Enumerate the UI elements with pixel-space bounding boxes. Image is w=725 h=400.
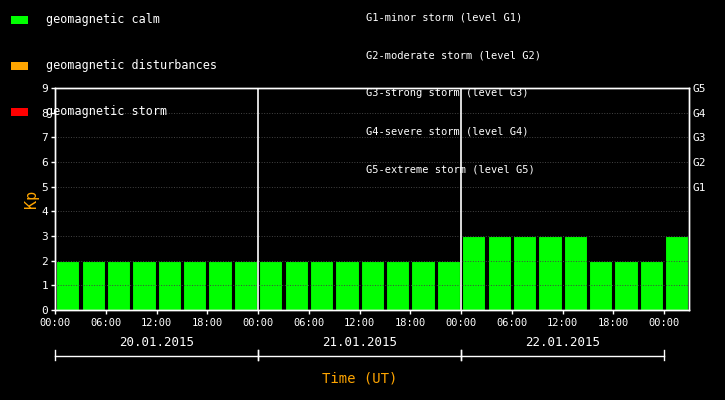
Bar xyxy=(233,261,257,310)
Y-axis label: Kp: Kp xyxy=(24,190,38,208)
Bar xyxy=(462,236,486,310)
Bar xyxy=(360,261,384,310)
Bar xyxy=(208,261,232,310)
Bar xyxy=(665,236,689,310)
Bar xyxy=(335,261,359,310)
Text: Time (UT): Time (UT) xyxy=(322,371,397,385)
Bar xyxy=(614,261,638,310)
Bar xyxy=(132,261,156,310)
Bar xyxy=(107,261,130,310)
Text: G3-strong storm (level G3): G3-strong storm (level G3) xyxy=(366,88,529,98)
Bar xyxy=(284,261,308,310)
Bar xyxy=(639,261,663,310)
Bar xyxy=(436,261,460,310)
Bar xyxy=(513,236,536,310)
Text: geomagnetic storm: geomagnetic storm xyxy=(46,106,167,118)
Bar xyxy=(183,261,207,310)
Bar xyxy=(589,261,613,310)
Text: geomagnetic disturbances: geomagnetic disturbances xyxy=(46,60,217,72)
Text: G5-extreme storm (level G5): G5-extreme storm (level G5) xyxy=(366,164,535,174)
Text: G4-severe storm (level G4): G4-severe storm (level G4) xyxy=(366,126,529,136)
Bar xyxy=(538,236,562,310)
Bar xyxy=(386,261,410,310)
Bar xyxy=(487,236,511,310)
Bar xyxy=(411,261,435,310)
Text: 22.01.2015: 22.01.2015 xyxy=(525,336,600,348)
Bar xyxy=(157,261,181,310)
Text: geomagnetic calm: geomagnetic calm xyxy=(46,14,160,26)
Bar xyxy=(56,261,80,310)
Bar xyxy=(259,261,283,310)
Text: 21.01.2015: 21.01.2015 xyxy=(322,336,397,348)
Text: 20.01.2015: 20.01.2015 xyxy=(119,336,194,348)
Bar xyxy=(81,261,105,310)
Bar xyxy=(310,261,334,310)
Text: G2-moderate storm (level G2): G2-moderate storm (level G2) xyxy=(366,50,541,60)
Text: G1-minor storm (level G1): G1-minor storm (level G1) xyxy=(366,12,523,22)
Bar xyxy=(563,236,587,310)
